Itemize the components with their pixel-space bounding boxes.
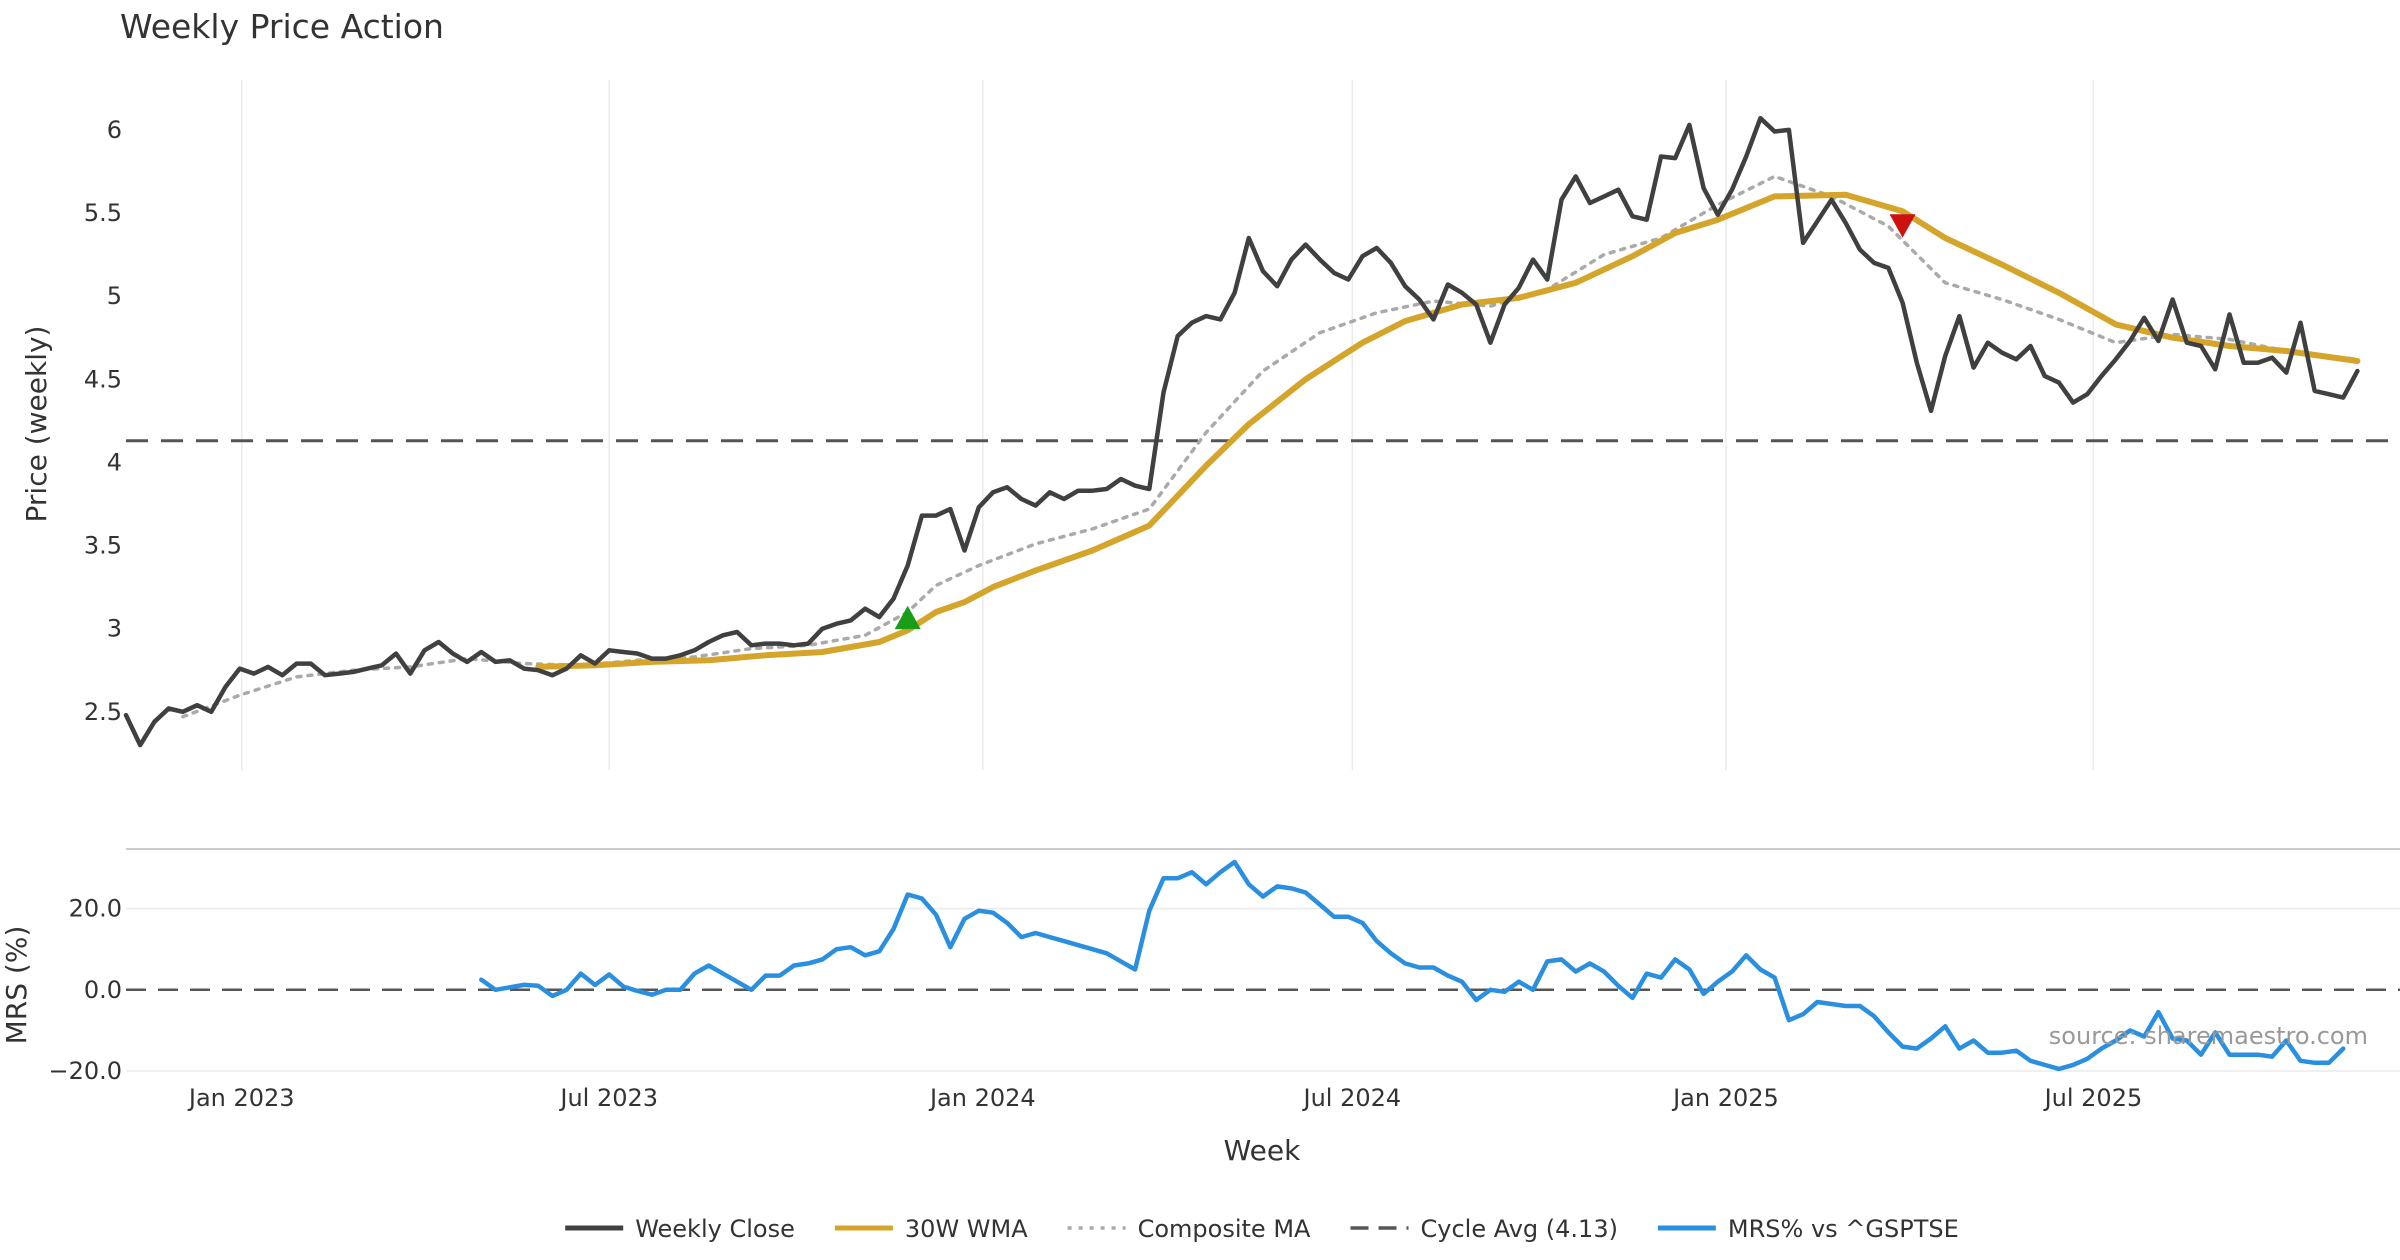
x-ticks: Jan 2023 Jul 2023 Jan 2024 Jul 2024 Jan 2025…	[187, 1084, 2142, 1112]
series-line-30w-wma	[535, 191, 2361, 670]
mrs-panel: −20.0 0.0 20.0 MRS (%) source: sharemaestr…	[0, 859, 2400, 1085]
legend-label: MRS% vs ^GSPTSE	[1728, 1215, 1959, 1243]
series-line-composite-ma	[181, 174, 2360, 719]
price-y-tick-label: 3.5	[84, 532, 122, 560]
mrs-y-ticks: −20.0 0.0 20.0	[48, 895, 122, 1085]
mrs-y-tick-label: −20.0	[48, 1057, 122, 1085]
price-y-tick-label: 3	[107, 615, 122, 643]
price-y-tick-label: 4.5	[84, 365, 122, 393]
legend-item: Composite MA	[1067, 1215, 1311, 1243]
mrs-y-tick-label: 20.0	[69, 895, 122, 923]
series-line-weekly-close	[123, 115, 2360, 748]
source-text: source: sharemaestro.com	[2049, 1022, 2368, 1050]
sell-signal-marker	[1889, 214, 1916, 238]
series-line-mrs	[479, 859, 2346, 1072]
legend-label: Weekly Close	[635, 1215, 795, 1243]
mrs-y-axis-label: MRS (%)	[0, 926, 33, 1045]
price-y-tick-label: 5.5	[84, 199, 122, 227]
legend-item: Cycle Avg (4.13)	[1350, 1215, 1618, 1243]
price-y-tick-label: 4	[107, 448, 122, 476]
legend: Weekly Close 30W WMA Composite MA Cycle Avg…	[565, 1215, 1959, 1243]
price-y-ticks: 2.5 3 3.5 4 4.5 5 5.5 6	[84, 116, 122, 726]
price-y-tick-label: 2.5	[84, 698, 122, 726]
x-tick-label: Jul 2024	[1301, 1084, 1401, 1112]
legend-label: Composite MA	[1138, 1215, 1311, 1243]
price-y-tick-label: 5	[107, 282, 122, 310]
signal-markers	[894, 214, 1916, 630]
legend-label: 30W WMA	[905, 1215, 1028, 1243]
x-tick-label: Jan 2025	[1671, 1084, 1779, 1112]
mrs-series	[479, 859, 2346, 1072]
x-tick-label: Jul 2025	[2043, 1084, 2143, 1112]
price-y-tick-label: 6	[107, 116, 122, 144]
x-tick-label: Jul 2023	[558, 1084, 658, 1112]
price-grid	[240, 80, 2095, 770]
x-tick-label: Jan 2024	[928, 1084, 1036, 1112]
x-tick-label: Jan 2023	[187, 1084, 295, 1112]
buy-signal-marker	[894, 605, 921, 630]
price-series	[123, 115, 2361, 748]
legend-item: MRS% vs ^GSPTSE	[1657, 1215, 1959, 1243]
legend-item: 30W WMA	[834, 1215, 1028, 1243]
x-axis-label: Week	[1224, 1134, 1301, 1167]
price-y-axis-label: Price (weekly)	[20, 326, 53, 523]
legend-item: Weekly Close	[565, 1215, 795, 1243]
mrs-grid	[126, 907, 2400, 1072]
mrs-y-tick-label: 0.0	[84, 976, 122, 1004]
chart-title: Weekly Price Action	[120, 7, 444, 46]
legend-label: Cycle Avg (4.13)	[1421, 1215, 1618, 1243]
price-panel: 2.5 3 3.5 4 4.5 5 5.5 6 Price (weekly)	[20, 80, 2400, 770]
